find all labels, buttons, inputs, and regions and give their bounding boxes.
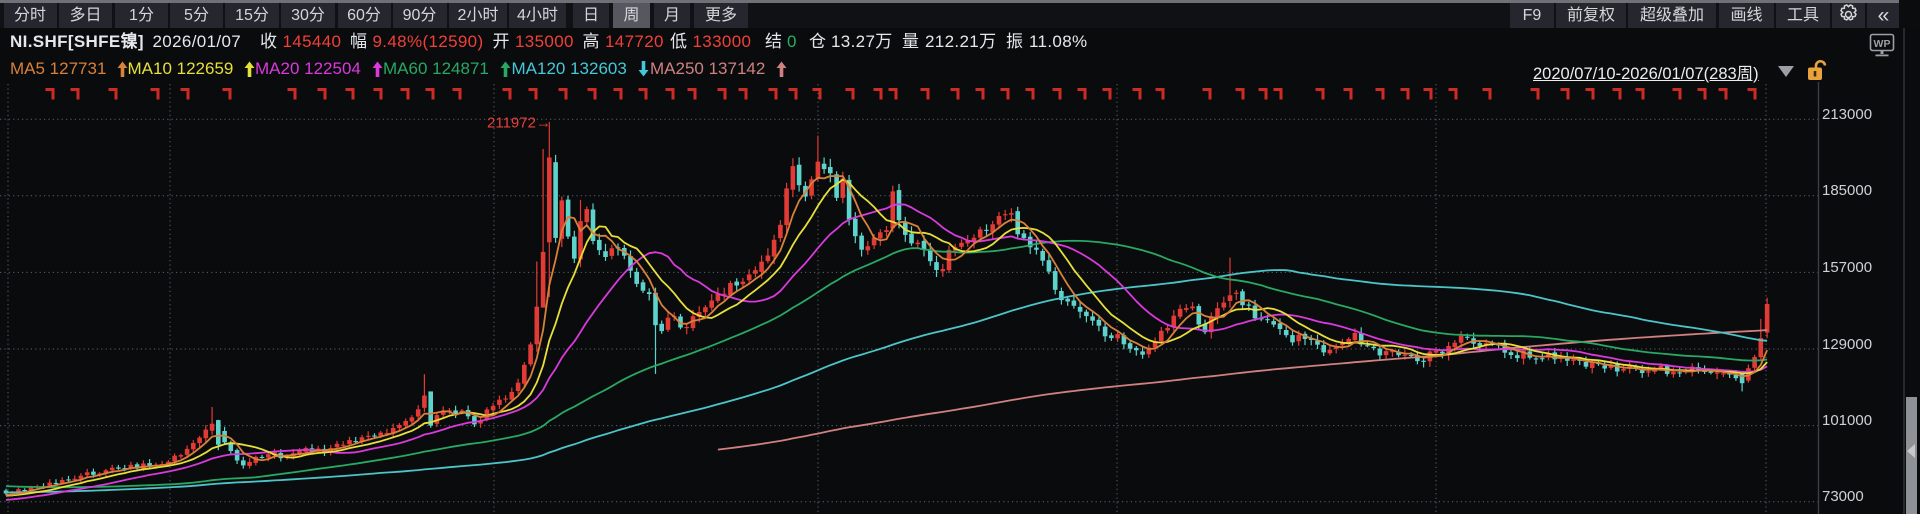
svg-text:WP: WP <box>1874 38 1891 50</box>
svg-text:211972→: 211972→ <box>487 115 551 132</box>
